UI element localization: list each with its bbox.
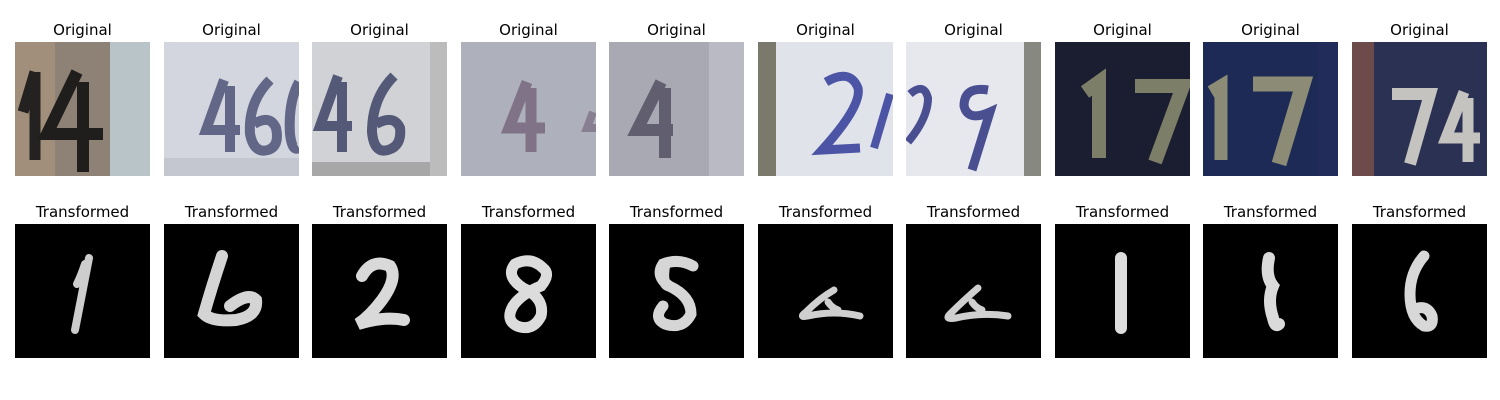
transformed-image [1203, 224, 1338, 358]
original-title: Original [350, 21, 409, 39]
original-image [461, 42, 596, 176]
transformed-image [609, 224, 744, 358]
transformed-image [1055, 224, 1190, 358]
transformed-title: Transformed [629, 203, 724, 221]
original-image [609, 42, 744, 176]
original-image-4 [461, 42, 596, 176]
transformed-image [758, 224, 893, 358]
transformed-title: Transformed [1075, 203, 1170, 221]
original-image [1203, 42, 1338, 176]
original-image [164, 42, 299, 176]
transformed-title: Transformed [1372, 203, 1467, 221]
original-image-7 [906, 42, 1041, 176]
transformed-image [312, 224, 447, 358]
transformed-title: Transformed [926, 203, 1021, 221]
original-image-9 [1203, 42, 1338, 176]
transformed-image-3 [312, 224, 447, 358]
original-image [15, 42, 150, 176]
transformed-image [15, 224, 150, 358]
original-image-3 [312, 42, 447, 176]
transformed-image-9 [1203, 224, 1338, 358]
transformed-image-4 [461, 224, 596, 358]
transformed-image-5 [609, 224, 744, 358]
transformed-image-8 [1055, 224, 1190, 358]
transformed-image [1352, 224, 1487, 358]
original-title: Original [1390, 21, 1449, 39]
original-image-1 [15, 42, 150, 176]
transformed-image-1 [15, 224, 150, 358]
transformed-title: Transformed [35, 203, 130, 221]
original-image-6 [758, 42, 893, 176]
transformed-image [164, 224, 299, 358]
original-title: Original [1093, 21, 1152, 39]
original-image-5 [609, 42, 744, 176]
transformed-image-2 [164, 224, 299, 358]
transformed-title: Transformed [1223, 203, 1318, 221]
original-title: Original [53, 21, 112, 39]
transformed-title: Transformed [332, 203, 427, 221]
transformed-image-6 [758, 224, 893, 358]
transformed-title: Transformed [184, 203, 279, 221]
transformed-title: Transformed [481, 203, 576, 221]
original-title: Original [202, 21, 261, 39]
original-image-2 [164, 42, 299, 176]
original-title: Original [944, 21, 1003, 39]
transformed-image-7 [906, 224, 1041, 358]
original-title: Original [499, 21, 558, 39]
original-image [758, 42, 893, 176]
original-image-8 [1055, 42, 1190, 176]
original-image [906, 42, 1041, 176]
original-title: Original [796, 21, 855, 39]
transformed-title: Transformed [778, 203, 873, 221]
original-title: Original [647, 21, 706, 39]
original-image [1352, 42, 1487, 176]
transformed-image [461, 224, 596, 358]
transformed-image-10 [1352, 224, 1487, 358]
original-image [1055, 42, 1190, 176]
transformed-image [906, 224, 1041, 358]
original-image [312, 42, 447, 176]
original-title: Original [1241, 21, 1300, 39]
original-image-10 [1352, 42, 1487, 176]
